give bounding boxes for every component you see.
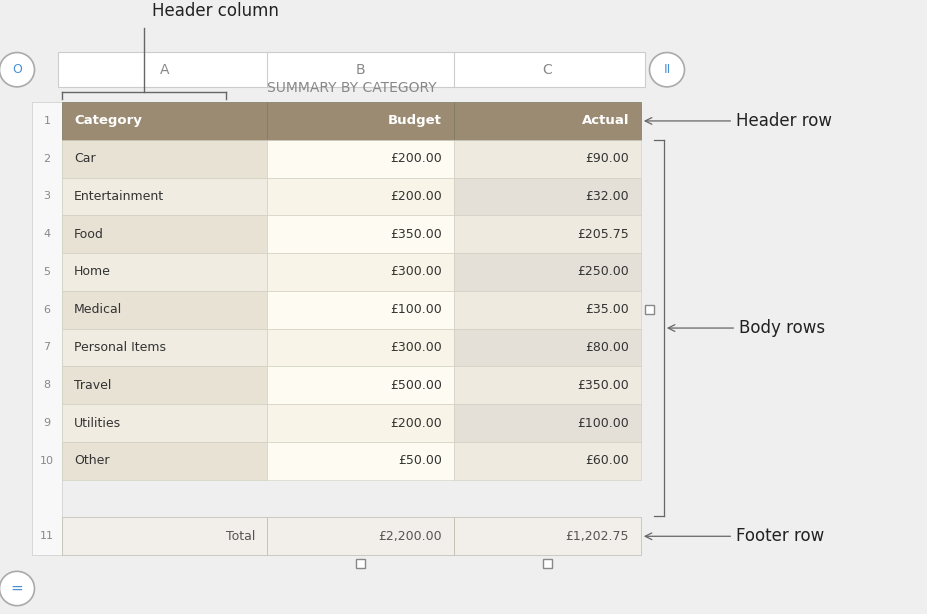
Bar	[453, 253, 641, 291]
Text: £100.00: £100.00	[390, 303, 441, 316]
Text: 4: 4	[44, 229, 50, 239]
Text: Medical: Medical	[74, 303, 122, 316]
Text: Budget: Budget	[387, 114, 441, 128]
Text: II: II	[663, 63, 670, 76]
Text: £35.00: £35.00	[585, 303, 629, 316]
Bar	[453, 140, 641, 177]
Bar	[62, 518, 267, 555]
Text: Home: Home	[74, 265, 110, 279]
Text: Travel: Travel	[74, 379, 111, 392]
Text: Car: Car	[74, 152, 95, 165]
Text: £200.00: £200.00	[390, 416, 441, 430]
Bar	[453, 328, 641, 367]
Bar	[62, 253, 267, 291]
Bar	[267, 177, 453, 216]
Bar	[62, 328, 267, 367]
Circle shape	[649, 53, 684, 87]
Bar	[542, 559, 552, 568]
Text: Header column: Header column	[152, 2, 279, 20]
Bar	[453, 367, 641, 404]
Text: 1: 1	[44, 116, 50, 126]
Bar	[267, 367, 453, 404]
Text: O: O	[12, 63, 22, 76]
Bar	[453, 518, 641, 555]
Text: £50.00: £50.00	[398, 454, 441, 467]
Bar	[267, 102, 453, 140]
Text: £350.00: £350.00	[577, 379, 629, 392]
Text: A: A	[159, 63, 169, 77]
Text: Total: Total	[225, 530, 255, 543]
Text: £32.00: £32.00	[585, 190, 629, 203]
Bar	[267, 404, 453, 442]
Bar	[62, 216, 267, 253]
Text: £60.00: £60.00	[585, 454, 629, 467]
Text: Other: Other	[74, 454, 109, 467]
Text: Footer row: Footer row	[644, 527, 823, 545]
Text: Category: Category	[74, 114, 142, 128]
Bar	[267, 253, 453, 291]
Text: £1,202.75: £1,202.75	[565, 530, 629, 543]
Bar	[62, 442, 267, 480]
Text: Personal Items: Personal Items	[74, 341, 166, 354]
Text: Food: Food	[74, 228, 104, 241]
Text: Actual: Actual	[581, 114, 629, 128]
Bar	[57, 52, 644, 87]
Text: £80.00: £80.00	[585, 341, 629, 354]
Text: Body rows: Body rows	[667, 319, 824, 337]
Bar	[267, 216, 453, 253]
Text: 9: 9	[44, 418, 50, 428]
Text: 11: 11	[40, 531, 54, 542]
Text: £90.00: £90.00	[585, 152, 629, 165]
Bar	[62, 140, 267, 177]
Bar	[62, 291, 267, 328]
Text: C: C	[542, 63, 552, 77]
Bar	[356, 559, 364, 568]
Text: Entertainment: Entertainment	[74, 190, 164, 203]
Text: 5: 5	[44, 267, 50, 277]
Bar	[267, 328, 453, 367]
Text: 3: 3	[44, 192, 50, 201]
Text: £205.75: £205.75	[577, 228, 629, 241]
Bar	[453, 291, 641, 328]
Text: £100.00: £100.00	[577, 416, 629, 430]
Text: £300.00: £300.00	[390, 265, 441, 279]
Text: 6: 6	[44, 305, 50, 315]
Bar	[453, 404, 641, 442]
Bar	[62, 404, 267, 442]
Bar	[62, 177, 267, 216]
Bar	[453, 177, 641, 216]
Text: 2: 2	[44, 154, 50, 164]
Text: Header row: Header row	[644, 112, 832, 130]
Circle shape	[0, 53, 34, 87]
Text: 10: 10	[40, 456, 54, 466]
Text: SUMMARY BY CATEGORY: SUMMARY BY CATEGORY	[266, 81, 436, 95]
Bar	[267, 442, 453, 480]
Circle shape	[0, 572, 34, 605]
Text: £500.00: £500.00	[389, 379, 441, 392]
Bar	[62, 102, 267, 140]
Text: Utilities: Utilities	[74, 416, 121, 430]
Text: £250.00: £250.00	[577, 265, 629, 279]
Bar	[644, 305, 654, 314]
Text: =: =	[10, 581, 23, 596]
Text: £350.00: £350.00	[390, 228, 441, 241]
Text: £2,200.00: £2,200.00	[378, 530, 441, 543]
Text: £200.00: £200.00	[390, 152, 441, 165]
Text: 7: 7	[44, 343, 50, 352]
Bar	[267, 518, 453, 555]
Text: £300.00: £300.00	[390, 341, 441, 354]
Text: £200.00: £200.00	[390, 190, 441, 203]
Bar	[267, 140, 453, 177]
Bar	[62, 367, 267, 404]
Bar	[453, 102, 641, 140]
Bar	[453, 442, 641, 480]
Text: B: B	[355, 63, 365, 77]
Bar	[267, 291, 453, 328]
Bar	[453, 216, 641, 253]
Text: 8: 8	[44, 380, 50, 391]
Bar	[32, 102, 62, 555]
